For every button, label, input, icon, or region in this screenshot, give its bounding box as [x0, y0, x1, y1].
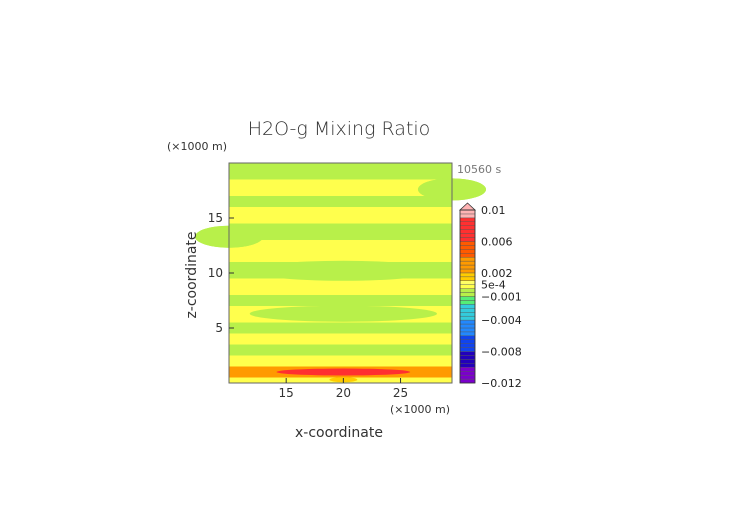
colorbar-segment [459, 367, 476, 372]
time-label: 10560 s [457, 163, 501, 176]
colorbar-segment [459, 292, 476, 297]
contour-band-7 [229, 295, 452, 306]
colorbar-segment [459, 209, 476, 215]
contour-bands [229, 163, 452, 383]
colorbar-segment [459, 268, 476, 274]
colorbar-segment [459, 272, 476, 278]
colorbar-segment [459, 217, 476, 222]
colorbar-segment [459, 304, 476, 309]
colorbar-segment [459, 359, 476, 364]
colorbar-segment [459, 323, 476, 329]
colorbar-tick-label: 0.006 [481, 235, 513, 248]
colorbar-segment [459, 284, 476, 289]
colorbar-segment [459, 347, 476, 352]
contour-band-5 [229, 322, 452, 334]
colorbar-tick-label: 0.01 [481, 204, 506, 217]
contour-band-2 [229, 355, 452, 367]
colorbar-segment [459, 351, 476, 356]
colorbar-segment [459, 378, 476, 384]
colorbar-segment [459, 241, 476, 246]
colorbar-segment [459, 213, 476, 219]
colorbar-segment [459, 260, 476, 266]
y-axis-label: z-coordinate [184, 231, 200, 318]
colorbar-tick-label: 0.002 [481, 267, 513, 280]
colorbar-tick-label: −0.004 [481, 314, 522, 327]
contour-band-15 [229, 163, 452, 180]
plot-area: 15 20 25 5 10 15 [195, 162, 486, 400]
colorbar-segment [459, 221, 476, 226]
colorbar-segment [459, 256, 476, 262]
colorbar-segment [459, 327, 476, 333]
x-tick-label: 20 [336, 386, 351, 400]
colorbar-segment [459, 319, 476, 325]
colorbar-segment [459, 288, 476, 293]
contour-band-12 [229, 207, 452, 224]
colorbar-segment [459, 335, 476, 340]
colorbar-segment [459, 296, 476, 301]
central-arch [249, 260, 438, 281]
colorbar-frame [459, 209, 476, 384]
colorbar-segment [459, 300, 476, 305]
contour-band-8 [229, 278, 452, 295]
colorbar-segment [459, 355, 476, 360]
x-tick-label: 15 [279, 386, 294, 400]
y-unit-label: (×1000 m) [167, 140, 227, 153]
colorbar-segment [459, 315, 476, 321]
x-unit-label: (×1000 m) [390, 403, 450, 416]
contour-band-11 [229, 223, 452, 240]
colorbar-extend-max [458, 202, 477, 211]
contour-band-3 [229, 344, 452, 356]
colorbar-segment [459, 343, 476, 348]
colorbar-segment [459, 276, 476, 281]
chart-title: H2O-g Mixing Ratio [248, 118, 431, 140]
colorbar-segment [459, 264, 476, 270]
colorbar-segment [459, 371, 476, 376]
contour-band-14 [229, 179, 452, 196]
y-tick-label: 5 [215, 321, 223, 335]
colorbar-segment [459, 245, 476, 250]
colorbar-tick-label: −0.001 [481, 291, 522, 304]
colorbar-tick-label: −0.012 [481, 377, 522, 390]
colorbar-segment [459, 249, 476, 254]
colorbar-segment [459, 225, 476, 230]
central-arch-low [249, 305, 438, 322]
y-axis-ticks: 5 10 15 [208, 211, 234, 335]
x-tick-label: 25 [393, 386, 408, 400]
contour-band-13 [229, 196, 452, 207]
x-axis-label: x-coordinate [295, 425, 383, 441]
colorbar-segment [459, 308, 476, 313]
contour-band-10 [229, 240, 452, 262]
colorbar-segment [459, 229, 476, 234]
colorbar-segment [459, 339, 476, 344]
colorbar-tick-label: 5e-4 [481, 279, 506, 292]
contour-band-4 [229, 333, 452, 345]
colorbar-segment [459, 237, 476, 242]
colorbar-segment [459, 363, 476, 368]
y-tick-label: 15 [208, 211, 223, 225]
surface-peak [337, 369, 350, 375]
colorbar-tick-label: −0.008 [481, 346, 522, 359]
colorbar-segment [459, 312, 476, 317]
colorbar-segment [459, 233, 476, 238]
colorbar-segment [459, 280, 476, 285]
colorbar-segment [459, 253, 476, 258]
x-axis-ticks: 15 20 25 [279, 378, 408, 400]
colorbar-segment [459, 374, 476, 380]
colorbar-segment [459, 331, 476, 337]
y-tick-label: 10 [208, 266, 223, 280]
